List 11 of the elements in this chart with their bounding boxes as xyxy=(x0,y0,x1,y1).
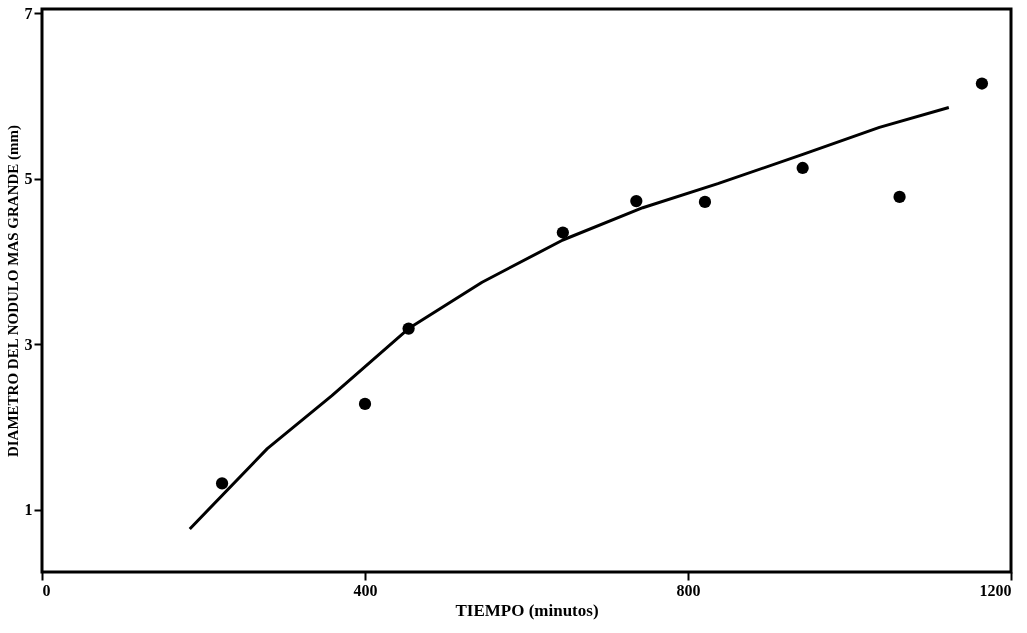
y-tick-label: 1 xyxy=(24,501,33,519)
x-tick-label: 400 xyxy=(353,581,378,599)
x-tick-label: 0 xyxy=(42,581,51,599)
y-tick-label: 3 xyxy=(24,335,33,353)
line-series xyxy=(188,106,951,531)
y-tick-label: 7 xyxy=(24,4,33,22)
x-tick-label: 1200 xyxy=(979,581,1012,599)
y-axis-title: DIAMETRO DEL NODULO MAS GRANDE (mm) xyxy=(4,124,22,458)
x-axis-title: TIEMPO (minutos) xyxy=(455,600,599,620)
y-tick-label: 5 xyxy=(24,170,33,188)
x-tick-label: 800 xyxy=(676,581,701,599)
